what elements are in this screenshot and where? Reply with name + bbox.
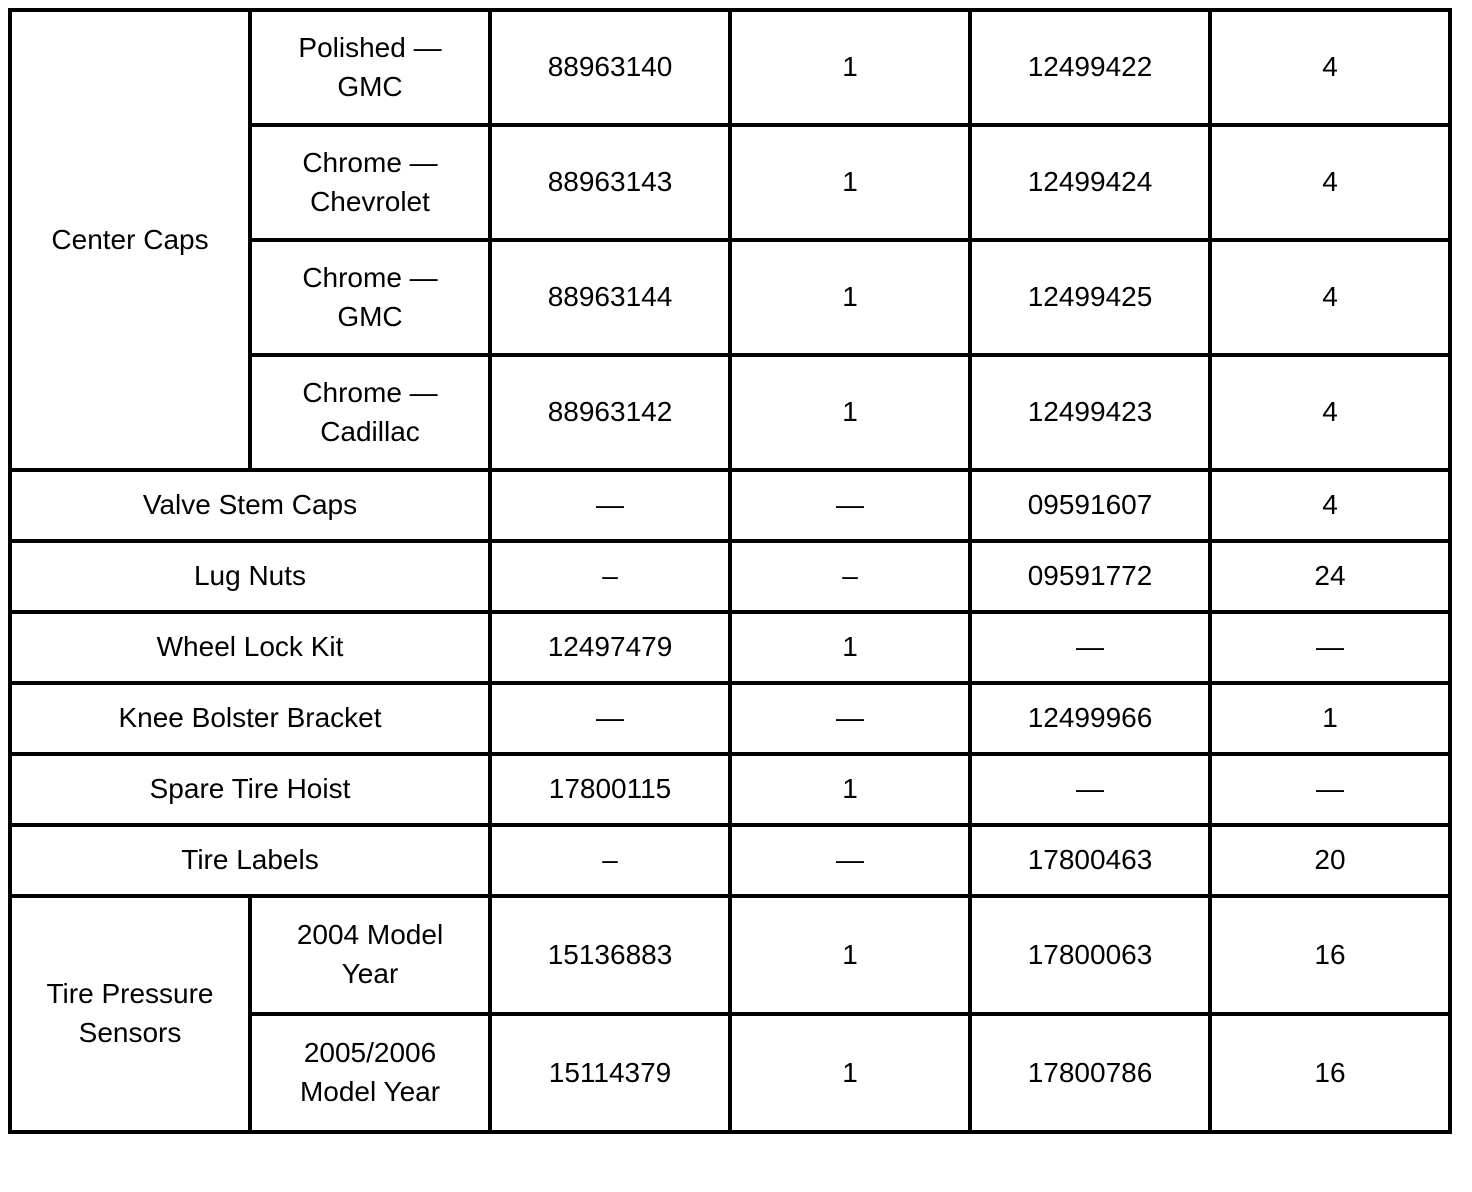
qty-cell: 24 bbox=[1208, 539, 1452, 614]
category-cell-center-caps: Center Caps bbox=[8, 8, 252, 472]
qty-cell: 16 bbox=[1208, 894, 1452, 1016]
dash-cell: — bbox=[1208, 610, 1452, 685]
dash-cell: — bbox=[1208, 752, 1452, 827]
qty-cell: 1 bbox=[728, 353, 972, 472]
table-row: Center Caps Polished — GMC 88963140 1 12… bbox=[8, 8, 1452, 472]
dash-cell: — bbox=[968, 752, 1212, 827]
part-number-cell: 12499966 bbox=[968, 681, 1212, 756]
part-number-cell: 12499423 bbox=[968, 353, 1212, 472]
qty-cell: 4 bbox=[1208, 468, 1452, 543]
table-row: Knee Bolster Bracket — — 12499966 1 bbox=[8, 681, 1452, 756]
part-number-cell: 12499422 bbox=[968, 8, 1212, 127]
dash-cell: — bbox=[488, 468, 732, 543]
variant-cell: 2004 Model Year bbox=[248, 894, 492, 1016]
part-number-cell: 88963143 bbox=[488, 123, 732, 242]
qty-cell: 4 bbox=[1208, 8, 1452, 127]
dash-cell: – bbox=[728, 539, 972, 614]
variant-cell: Chrome — Cadillac bbox=[248, 353, 492, 472]
qty-cell: 20 bbox=[1208, 823, 1452, 898]
qty-cell: 1 bbox=[728, 610, 972, 685]
parts-table: Center Caps Polished — GMC 88963140 1 12… bbox=[8, 8, 1452, 1134]
dash-cell: – bbox=[488, 823, 732, 898]
part-number-cell: 15136883 bbox=[488, 894, 732, 1016]
qty-cell: 1 bbox=[728, 8, 972, 127]
qty-cell: 16 bbox=[1208, 1012, 1452, 1134]
part-number-cell: 17800115 bbox=[488, 752, 732, 827]
qty-cell: 4 bbox=[1208, 353, 1452, 472]
dash-cell: — bbox=[488, 681, 732, 756]
item-label-cell-spare-tire-hoist: Spare Tire Hoist bbox=[8, 752, 492, 827]
dash-cell: – bbox=[488, 539, 732, 614]
item-label-cell-tire-labels: Tire Labels bbox=[8, 823, 492, 898]
item-label-cell-valve-stem-caps: Valve Stem Caps bbox=[8, 468, 492, 543]
dash-cell: — bbox=[728, 468, 972, 543]
qty-cell: 4 bbox=[1208, 123, 1452, 242]
qty-cell: 1 bbox=[728, 1012, 972, 1134]
table-row: Wheel Lock Kit 12497479 1 — — bbox=[8, 610, 1452, 685]
qty-cell: 1 bbox=[728, 238, 972, 357]
dash-cell: — bbox=[728, 823, 972, 898]
part-number-cell: 09591772 bbox=[968, 539, 1212, 614]
qty-cell: 1 bbox=[1208, 681, 1452, 756]
dash-cell: — bbox=[728, 681, 972, 756]
part-number-cell: 88963142 bbox=[488, 353, 732, 472]
dash-cell: — bbox=[968, 610, 1212, 685]
variant-cell: 2005/2006 Model Year bbox=[248, 1012, 492, 1134]
variant-cell: Chrome — Chevrolet bbox=[248, 123, 492, 242]
qty-cell: 1 bbox=[728, 752, 972, 827]
table-row: Lug Nuts – – 09591772 24 bbox=[8, 539, 1452, 614]
part-number-cell: 12499425 bbox=[968, 238, 1212, 357]
item-label-cell-wheel-lock-kit: Wheel Lock Kit bbox=[8, 610, 492, 685]
item-label-cell-knee-bolster-bracket: Knee Bolster Bracket bbox=[8, 681, 492, 756]
variant-cell: Polished — GMC bbox=[248, 8, 492, 127]
variant-cell: Chrome — GMC bbox=[248, 238, 492, 357]
part-number-cell: 88963140 bbox=[488, 8, 732, 127]
table-row: Spare Tire Hoist 17800115 1 — — bbox=[8, 752, 1452, 827]
table-row: Valve Stem Caps — — 09591607 4 bbox=[8, 468, 1452, 543]
part-number-cell: 15114379 bbox=[488, 1012, 732, 1134]
part-number-cell: 17800063 bbox=[968, 894, 1212, 1016]
table-row: 2005/2006 Model Year 15114379 1 17800786… bbox=[10, 1012, 1452, 1134]
table-row: Chrome — GMC 88963144 1 12499425 4 bbox=[10, 238, 1452, 357]
table-row: Chrome — Cadillac 88963142 1 12499423 4 bbox=[10, 353, 1452, 472]
part-number-cell: 12497479 bbox=[488, 610, 732, 685]
qty-cell: 1 bbox=[728, 894, 972, 1016]
table-row: Chrome — Chevrolet 88963143 1 12499424 4 bbox=[10, 123, 1452, 242]
table-row: Tire Labels – — 17800463 20 bbox=[8, 823, 1452, 898]
part-number-cell: 09591607 bbox=[968, 468, 1212, 543]
table-row: Tire Pressure Sensors 2004 Model Year 15… bbox=[8, 894, 1452, 1134]
part-number-cell: 12499424 bbox=[968, 123, 1212, 242]
qty-cell: 4 bbox=[1208, 238, 1452, 357]
qty-cell: 1 bbox=[728, 123, 972, 242]
part-number-cell: 88963144 bbox=[488, 238, 732, 357]
item-label-cell-lug-nuts: Lug Nuts bbox=[8, 539, 492, 614]
part-number-cell: 17800463 bbox=[968, 823, 1212, 898]
category-cell-tire-pressure-sensors: Tire Pressure Sensors bbox=[8, 894, 252, 1134]
part-number-cell: 17800786 bbox=[968, 1012, 1212, 1134]
